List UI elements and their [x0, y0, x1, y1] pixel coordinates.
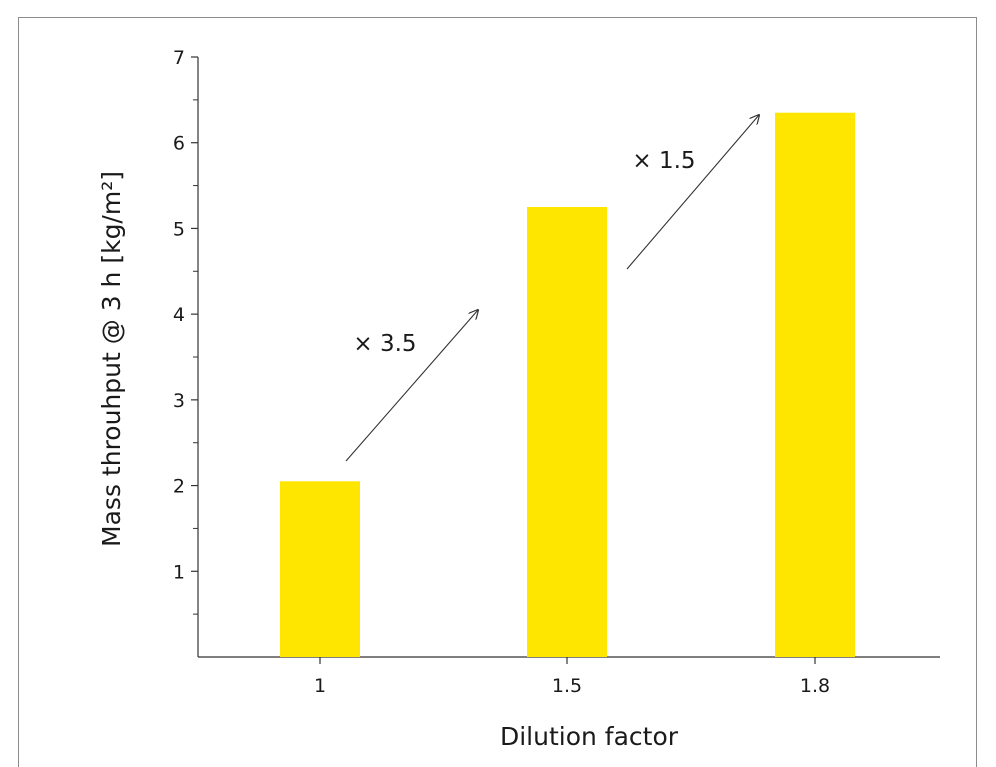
x-axis-title: Dilution factor — [500, 722, 679, 751]
annotation-arrow — [626, 115, 759, 270]
annotation-arrow — [345, 310, 478, 462]
bars — [280, 112, 855, 657]
x-tick-label: 1.8 — [800, 675, 830, 697]
y-tick-label: 3 — [173, 390, 185, 412]
y-tick-label: 4 — [173, 304, 185, 326]
y-tick-label: 7 — [173, 47, 185, 69]
y-tick-label: 6 — [173, 133, 185, 155]
bar-1.5 — [527, 207, 607, 657]
chart-frame — [18, 17, 977, 767]
x-axis: 1 1.5 1.8 — [198, 656, 940, 697]
y-axis: 1 2 3 4 5 6 7 — [173, 47, 199, 657]
bar-1.8 — [775, 112, 855, 657]
x-tick-label: 1.5 — [552, 675, 582, 697]
bar-1 — [280, 481, 360, 657]
annotations: × 3.5 × 1.5 — [345, 115, 759, 462]
y-tick-label: 2 — [173, 476, 185, 498]
x-tick-label: 1 — [314, 675, 326, 697]
annotation-label: × 3.5 — [353, 331, 416, 357]
y-tick-label: 5 — [173, 218, 185, 240]
annotation-label: × 1.5 — [632, 148, 695, 174]
y-axis-title: Mass throuhput @ 3 h [kg/m²] — [97, 171, 126, 547]
y-tick-label: 1 — [173, 561, 185, 583]
